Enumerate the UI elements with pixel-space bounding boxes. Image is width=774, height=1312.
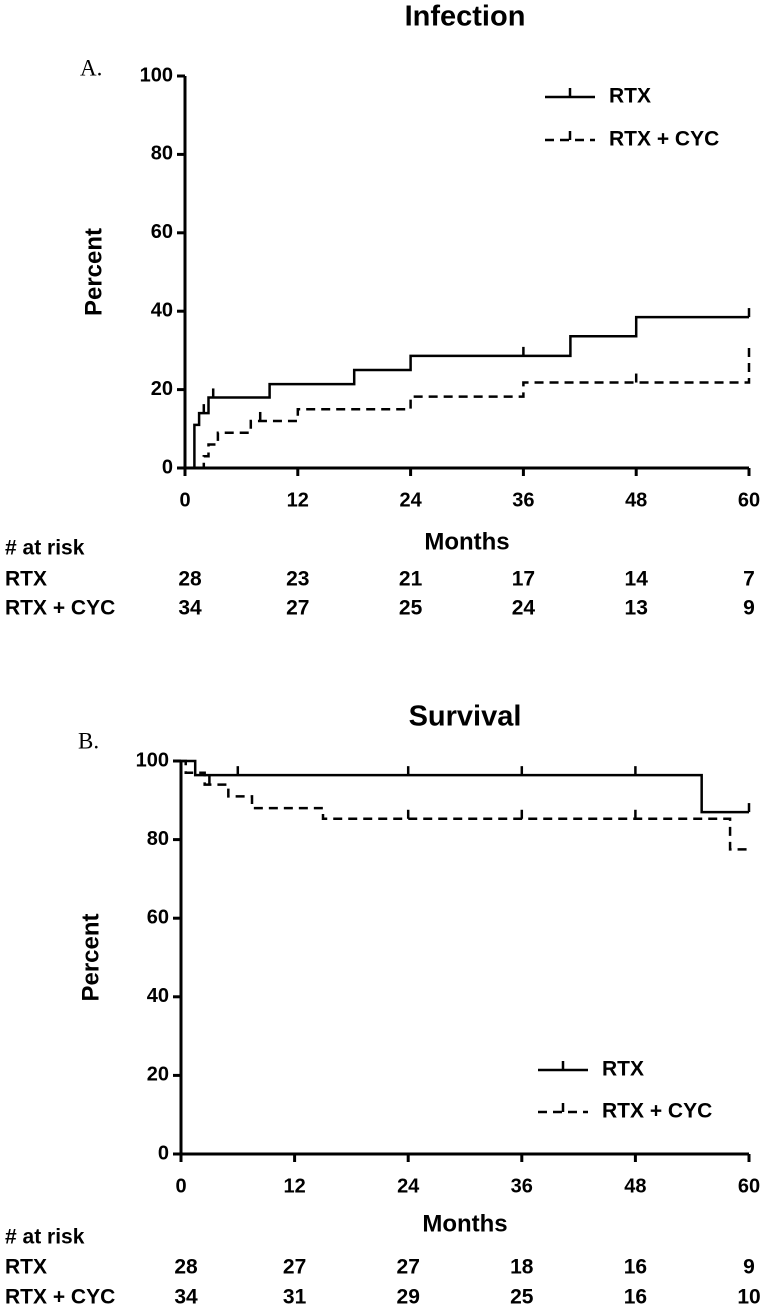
legend-swatch [545,88,595,99]
risk-table-title: # at risk [5,1226,85,1249]
legend-swatch [538,1103,588,1114]
survival-curve [181,759,749,851]
chart-title: Infection [405,1,526,33]
y-tick-label: 20 [147,1064,169,1086]
y-tick-label: 80 [147,828,169,850]
x-tick-label: 12 [287,489,309,511]
risk-table-title: # at risk [5,537,85,560]
y-tick-label: 40 [151,299,173,321]
risk-count: 14 [625,568,649,591]
risk-count: 34 [174,1286,198,1309]
y-axis-label: Percent [77,913,104,1001]
risk-count: 27 [286,597,309,620]
risk-row-name: RTX + CYC [5,597,115,620]
x-tick-label: 36 [511,1175,533,1197]
risk-count: 9 [743,1256,755,1279]
risk-count: 18 [510,1256,534,1279]
risk-count: 10 [737,1286,760,1309]
x-axis-label: Months [422,1210,507,1237]
risk-count: 28 [174,1256,198,1279]
risk-count: 29 [397,1286,420,1309]
x-tick-label: 24 [399,489,422,511]
y-tick-label: 60 [151,221,173,243]
legend-label: RTX [609,85,651,108]
risk-count: 16 [624,1286,647,1309]
risk-count: 31 [283,1286,307,1309]
chart-title: Survival [409,701,522,733]
risk-count: 7 [743,568,755,591]
legend-label: RTX [602,1058,644,1081]
x-tick-label: 48 [625,489,647,511]
legend-label: RTX + CYC [602,1100,712,1123]
panel-label: A. [80,55,102,80]
x-tick-label: 36 [512,489,534,511]
x-tick-label: 60 [738,489,760,511]
risk-count: 13 [625,597,648,620]
risk-count: 21 [399,568,423,591]
x-tick-label: 48 [624,1175,646,1197]
y-tick-label: 20 [151,378,173,400]
risk-count: 27 [283,1256,306,1279]
risk-count: 17 [512,568,535,591]
risk-count: 24 [512,597,536,620]
y-tick-label: 100 [140,64,173,86]
risk-row-name: RTX [5,1256,47,1279]
risk-count: 28 [178,568,202,591]
risk-row-name: RTX [5,568,47,591]
y-tick-label: 80 [151,143,173,165]
risk-count: 27 [397,1256,420,1279]
survival-curve [185,315,749,470]
y-tick-label: 60 [147,906,169,928]
risk-row-name: RTX + CYC [5,1286,115,1309]
legend-swatch [538,1061,588,1072]
legend-swatch [545,131,595,142]
risk-count: 23 [286,568,309,591]
y-tick-label: 100 [136,749,169,771]
x-axis-label: Months [424,528,509,555]
risk-count: 25 [399,597,423,620]
y-tick-label: 40 [147,985,169,1007]
x-tick-label: 24 [397,1175,420,1197]
survival-curve [185,342,751,470]
y-tick-label: 0 [158,1142,169,1164]
x-tick-label: 12 [283,1175,305,1197]
x-tick-label: 60 [738,1175,760,1197]
y-axis-label: Percent [80,228,107,316]
risk-count: 25 [510,1286,534,1309]
legend-label: RTX + CYC [609,128,719,151]
survival-curve [181,759,749,814]
risk-count: 34 [178,597,202,620]
y-tick-label: 0 [162,456,173,478]
risk-count: 16 [624,1256,647,1279]
x-tick-label: 0 [175,1175,186,1197]
x-tick-label: 0 [179,489,190,511]
risk-count: 9 [743,597,755,620]
panel-label: B. [78,728,99,753]
